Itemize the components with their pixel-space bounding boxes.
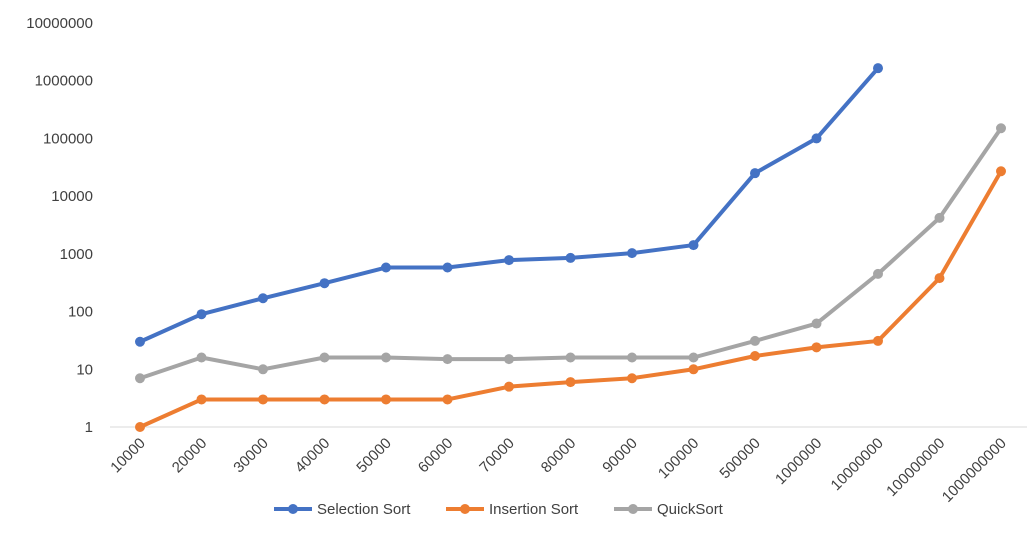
data-point <box>442 262 453 273</box>
x-tick-label: 50000 <box>353 435 395 477</box>
series-line <box>138 66 880 344</box>
data-point <box>627 373 637 384</box>
data-point <box>442 354 453 365</box>
legend-swatch-marker <box>460 504 470 514</box>
x-tick-label: 20000 <box>169 435 211 477</box>
data-point <box>688 364 699 375</box>
data-point <box>258 293 268 304</box>
data-point <box>196 394 207 405</box>
x-tick-label: 70000 <box>476 435 518 477</box>
data-point <box>135 373 145 384</box>
y-tick-label: 1000000 <box>35 73 93 90</box>
data-point <box>381 352 391 363</box>
legend-item: QuickSort <box>614 501 724 518</box>
data-point <box>750 168 760 179</box>
x-tick-label: 90000 <box>599 435 641 477</box>
data-point <box>627 248 637 259</box>
legend-label: Insertion Sort <box>489 501 579 518</box>
data-point <box>750 335 760 346</box>
y-tick-label: 100000 <box>43 130 93 147</box>
data-point <box>750 350 760 361</box>
x-tick-label: 100000000 <box>883 435 948 500</box>
data-point <box>135 422 145 432</box>
x-axis-tick-labels: 10000 20000 30000 40000 50000 60000 70000 80000… <box>107 435 1010 506</box>
legend-swatch-marker <box>288 504 298 514</box>
y-tick-label: 10000 <box>51 188 93 205</box>
series-line <box>138 169 1003 429</box>
y-tick-label: 100 <box>68 304 93 321</box>
data-point <box>135 336 145 347</box>
legend-swatch-marker <box>628 504 638 514</box>
y-tick-label: 10 <box>76 361 93 378</box>
series-group <box>135 166 1006 432</box>
series-group <box>135 63 883 347</box>
data-point <box>504 255 514 266</box>
x-tick-label: 10000 <box>107 435 149 477</box>
legend-item: Selection Sort <box>274 501 411 518</box>
series-layer <box>135 63 1006 432</box>
x-tick-label: 10000000 <box>828 435 887 494</box>
data-point <box>442 394 453 405</box>
data-point <box>381 262 391 273</box>
data-point <box>688 352 699 363</box>
data-point <box>319 352 330 363</box>
legend-label: Selection Sort <box>317 501 411 518</box>
data-point <box>811 342 822 353</box>
data-point <box>381 394 391 405</box>
x-tick-label: 60000 <box>415 435 457 477</box>
x-tick-label: 1000000 <box>772 435 825 488</box>
legend-item: Insertion Sort <box>446 501 579 518</box>
x-tick-label: 80000 <box>538 435 580 477</box>
legend: Selection Sort Insertion Sort QuickSort <box>274 501 724 518</box>
data-point <box>996 166 1006 177</box>
data-point <box>258 394 268 405</box>
data-point <box>319 394 330 405</box>
data-point <box>196 309 207 320</box>
x-tick-label: 500000 <box>716 435 763 482</box>
x-tick-label: 1000000000 <box>939 435 1010 506</box>
data-point <box>996 123 1006 134</box>
data-point <box>934 273 945 284</box>
data-point <box>627 352 637 363</box>
series-group <box>135 123 1006 384</box>
x-tick-label: 100000 <box>655 435 702 482</box>
data-point <box>811 318 822 329</box>
legend-label: QuickSort <box>657 501 724 518</box>
data-point <box>565 377 576 388</box>
data-point <box>811 133 822 144</box>
data-point <box>934 212 945 223</box>
data-point <box>873 63 883 74</box>
data-point <box>504 354 514 365</box>
data-point <box>688 240 699 251</box>
y-tick-label: 1 <box>85 419 93 436</box>
y-tick-label: 10000000 <box>26 15 93 32</box>
x-tick-label: 40000 <box>292 435 334 477</box>
data-point <box>565 252 576 263</box>
data-point <box>504 381 514 392</box>
y-axis-tick-labels: 1 10 100 1000 10000 100000 1000000 10000000 <box>26 15 93 436</box>
data-point <box>196 352 207 363</box>
data-point <box>873 335 883 346</box>
data-point <box>319 278 330 289</box>
x-tick-label: 30000 <box>230 435 272 477</box>
y-tick-label: 1000 <box>60 246 93 263</box>
data-point <box>873 268 883 279</box>
data-point <box>565 352 576 363</box>
data-point <box>258 364 268 375</box>
